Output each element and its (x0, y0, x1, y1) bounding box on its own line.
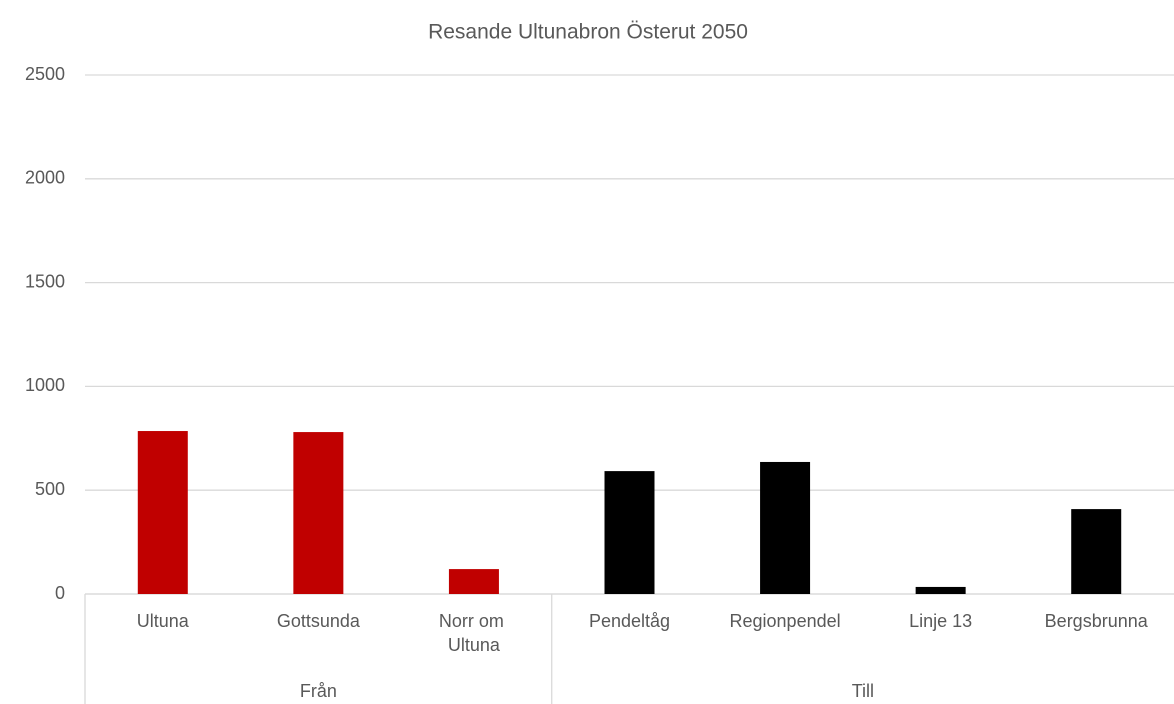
x-tick-label: Pendeltåg (589, 611, 670, 631)
y-tick-label: 1500 (25, 271, 65, 291)
bar (915, 586, 966, 594)
bar (1071, 509, 1122, 594)
group-label: Från (300, 681, 337, 701)
x-tick-label: Bergsbrunna (1045, 611, 1149, 631)
y-tick-label: 2000 (25, 168, 65, 188)
x-tick-label: Norr om Ultuna (439, 611, 509, 655)
y-tick-label: 1000 (25, 375, 65, 395)
x-tick-label: Gottsunda (277, 611, 361, 631)
y-tick-label: 0 (55, 583, 65, 603)
bar (604, 471, 655, 594)
bar (293, 432, 344, 594)
y-tick-label: 2500 (25, 64, 65, 84)
x-tick-label: Ultuna (137, 611, 190, 631)
x-tick-label: Regionpendel (730, 611, 841, 631)
group-label: Till (852, 681, 874, 701)
bar (448, 569, 499, 594)
bar (137, 431, 188, 594)
y-tick-label: 500 (35, 479, 65, 499)
bar (760, 461, 811, 594)
x-tick-label: Linje 13 (909, 611, 972, 631)
chart-title: Resande Ultunabron Österut 2050 (428, 21, 748, 44)
